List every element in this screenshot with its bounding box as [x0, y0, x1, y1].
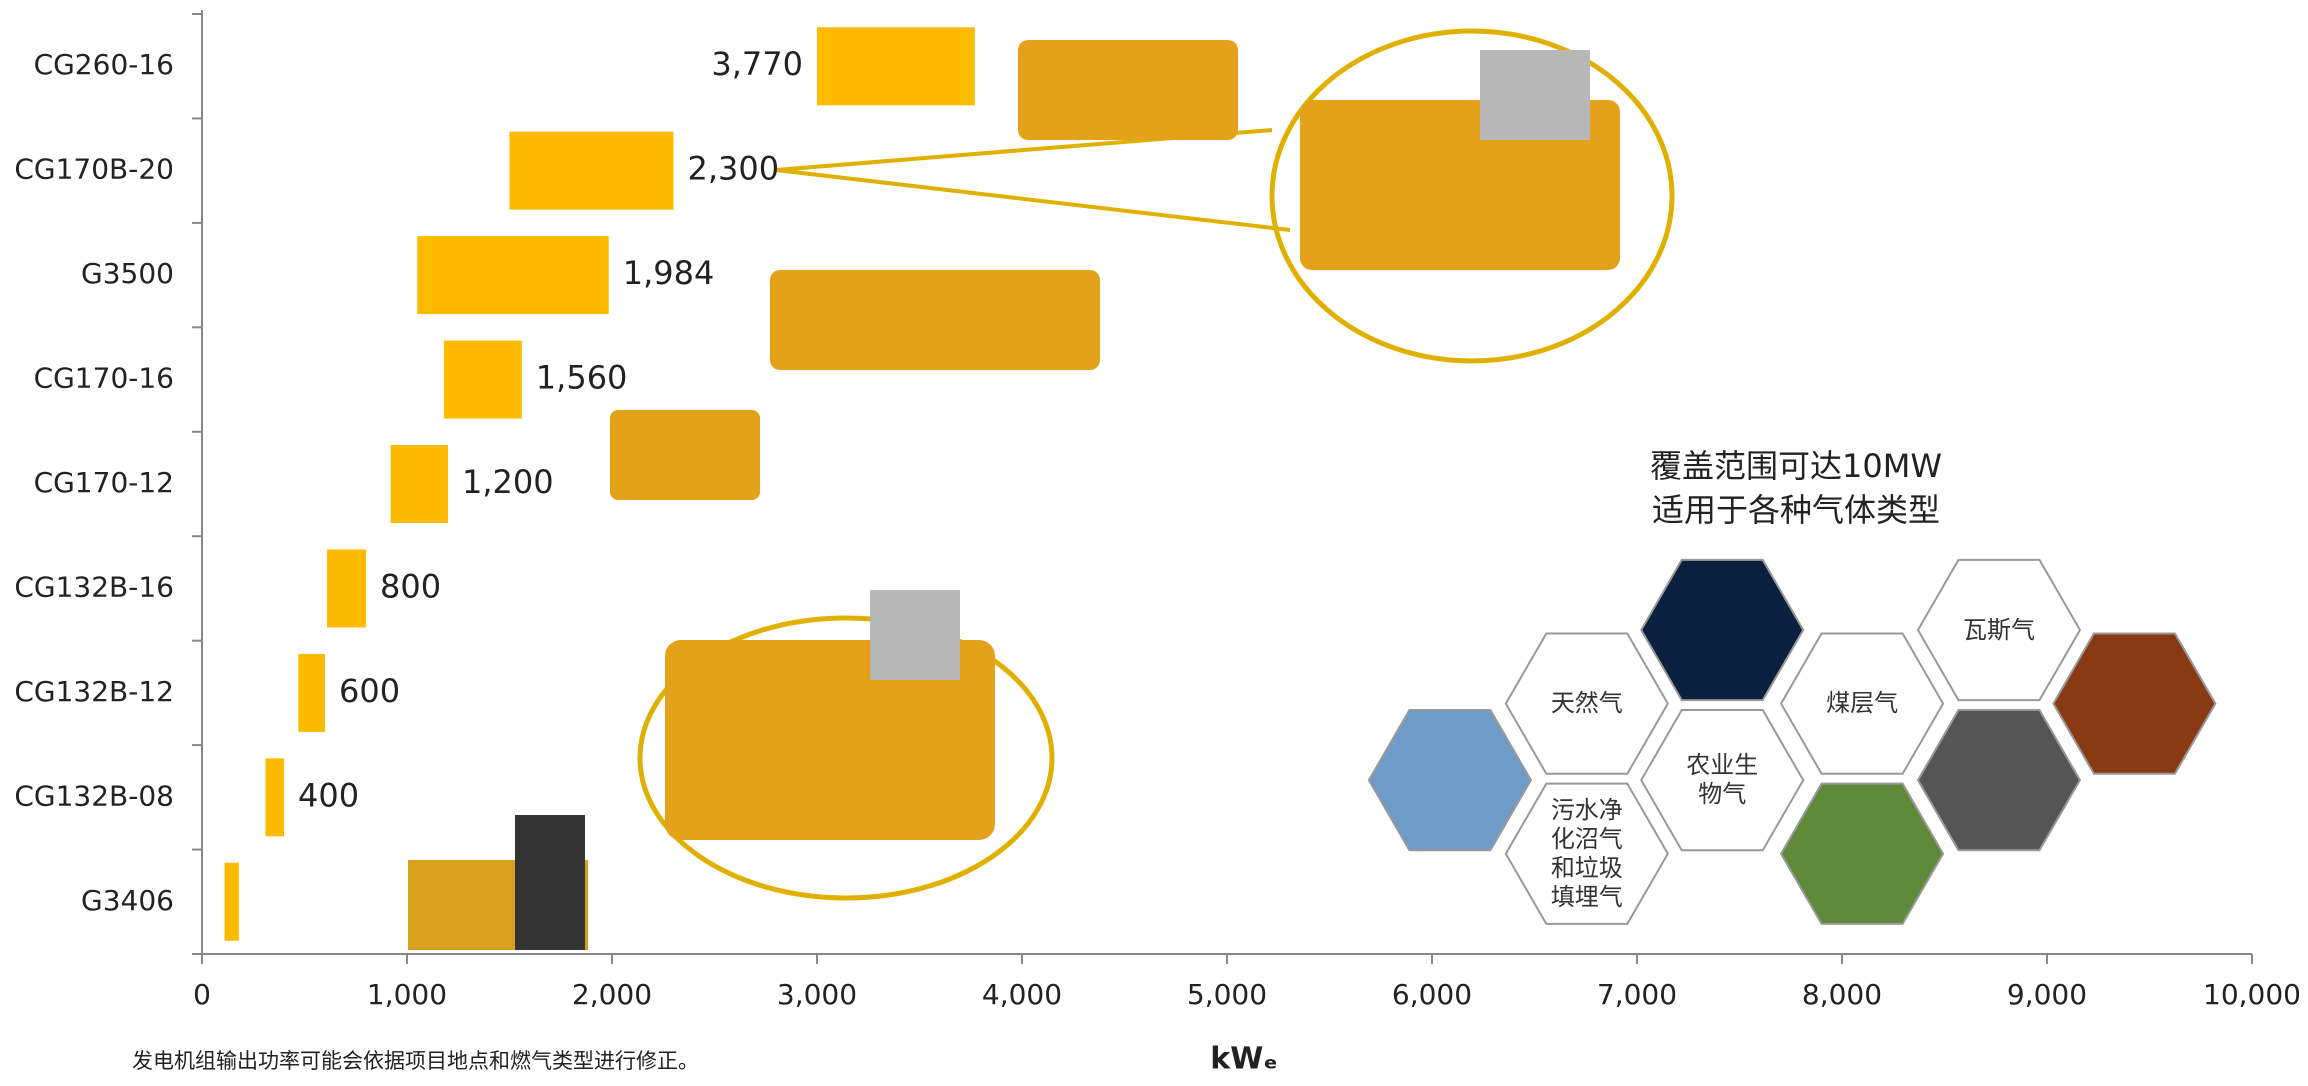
hexagon [1504, 632, 1669, 775]
bar [817, 27, 975, 106]
engine-image [1480, 50, 1590, 140]
value-label: 400 [298, 776, 359, 814]
y-tick-label: CG170-16 [34, 362, 174, 395]
y-tick-label: G3406 [81, 884, 174, 917]
x-axis-label: kWₑ [1210, 1042, 1277, 1077]
hexagon [2052, 632, 2217, 775]
hexagon-label: 煤层气 [1826, 689, 1899, 718]
x-tick-label: 0 [193, 978, 211, 1011]
y-tick-label: CG170-12 [34, 466, 174, 499]
value-label: 1,560 [536, 359, 628, 397]
hexagon [1640, 709, 1805, 852]
engine-pictures [408, 28, 1675, 950]
annotation: 适用于各种气体类型 [1652, 491, 1940, 529]
annotation: 覆盖范围可达10MW [1650, 447, 1942, 485]
engine-image [515, 815, 585, 950]
engine-image [1300, 100, 1620, 270]
engine-image [665, 640, 995, 840]
highlight-ellipse [637, 615, 1055, 901]
x-tick-label: 2,000 [572, 978, 652, 1011]
hexagon-label-box: 天然气 [1550, 689, 1623, 718]
x-tick-label: 5,000 [1187, 978, 1267, 1011]
engine-image [870, 590, 960, 680]
bar [265, 758, 284, 837]
x-tick-label: 1,000 [367, 978, 447, 1011]
hexagon-label: 瓦斯气 [1962, 615, 2035, 644]
x-tick-label: 7,000 [1597, 978, 1677, 1011]
bar [509, 131, 674, 210]
hexagon [1504, 782, 1669, 925]
x-tick-label: 9,000 [2007, 978, 2087, 1011]
value-label: 1,200 [462, 463, 554, 501]
hexagon-label: 农业生物气 [1686, 751, 1759, 809]
bar [417, 236, 609, 315]
value-label: 1,984 [623, 254, 715, 292]
y-tick-label: CG132B-16 [14, 570, 174, 603]
x-tick-label: 6,000 [1392, 978, 1472, 1011]
hexagon [1640, 558, 1805, 702]
hexagon-label-box: 煤层气 [1826, 689, 1899, 718]
x-tick-label: 4,000 [982, 978, 1062, 1011]
hexagon [1367, 709, 1533, 852]
x-tick-label: 8,000 [1802, 978, 1882, 1011]
y-tick-label: CG260-16 [34, 48, 174, 81]
bar [327, 549, 366, 628]
y-tick-label: CG170B-20 [14, 153, 174, 186]
hexagon [1916, 558, 2082, 702]
engine-image [610, 410, 760, 500]
hexagon-label: 天然气 [1550, 689, 1623, 718]
callout-line [775, 168, 1291, 232]
hexagon-label-box: 农业生物气 [1686, 751, 1759, 809]
value-label: 600 [339, 672, 400, 710]
x-tick-label: 10,000 [2203, 978, 2301, 1011]
engine-image [770, 270, 1100, 370]
y-tick-label: CG132B-08 [14, 779, 174, 812]
footnote: 发电机组输出功率可能会依据项目地点和燃气类型进行修正。 [132, 1049, 699, 1073]
hexagon-label-box: 瓦斯气 [1962, 615, 2035, 644]
highlight-ellipse [1269, 28, 1675, 364]
value-label: 3,770 [711, 45, 803, 83]
y-tick-label: G3500 [81, 257, 174, 290]
hexagon [1916, 709, 2082, 852]
engine-image [1018, 40, 1238, 140]
hexagon [1779, 782, 1945, 925]
y-tick-label: CG132B-12 [14, 675, 174, 708]
hexagon-label: 污水净化沼气和垃圾填埋气 [1550, 796, 1623, 911]
value-label: 800 [380, 567, 441, 605]
bar [443, 340, 522, 419]
bar [224, 862, 239, 941]
bar [298, 653, 325, 732]
x-tick-label: 3,000 [777, 978, 857, 1011]
value-label: 2,300 [688, 150, 780, 188]
hexagon [1779, 632, 1945, 775]
bar [390, 445, 448, 523]
hexagon-label-box: 污水净化沼气和垃圾填埋气 [1550, 796, 1623, 911]
